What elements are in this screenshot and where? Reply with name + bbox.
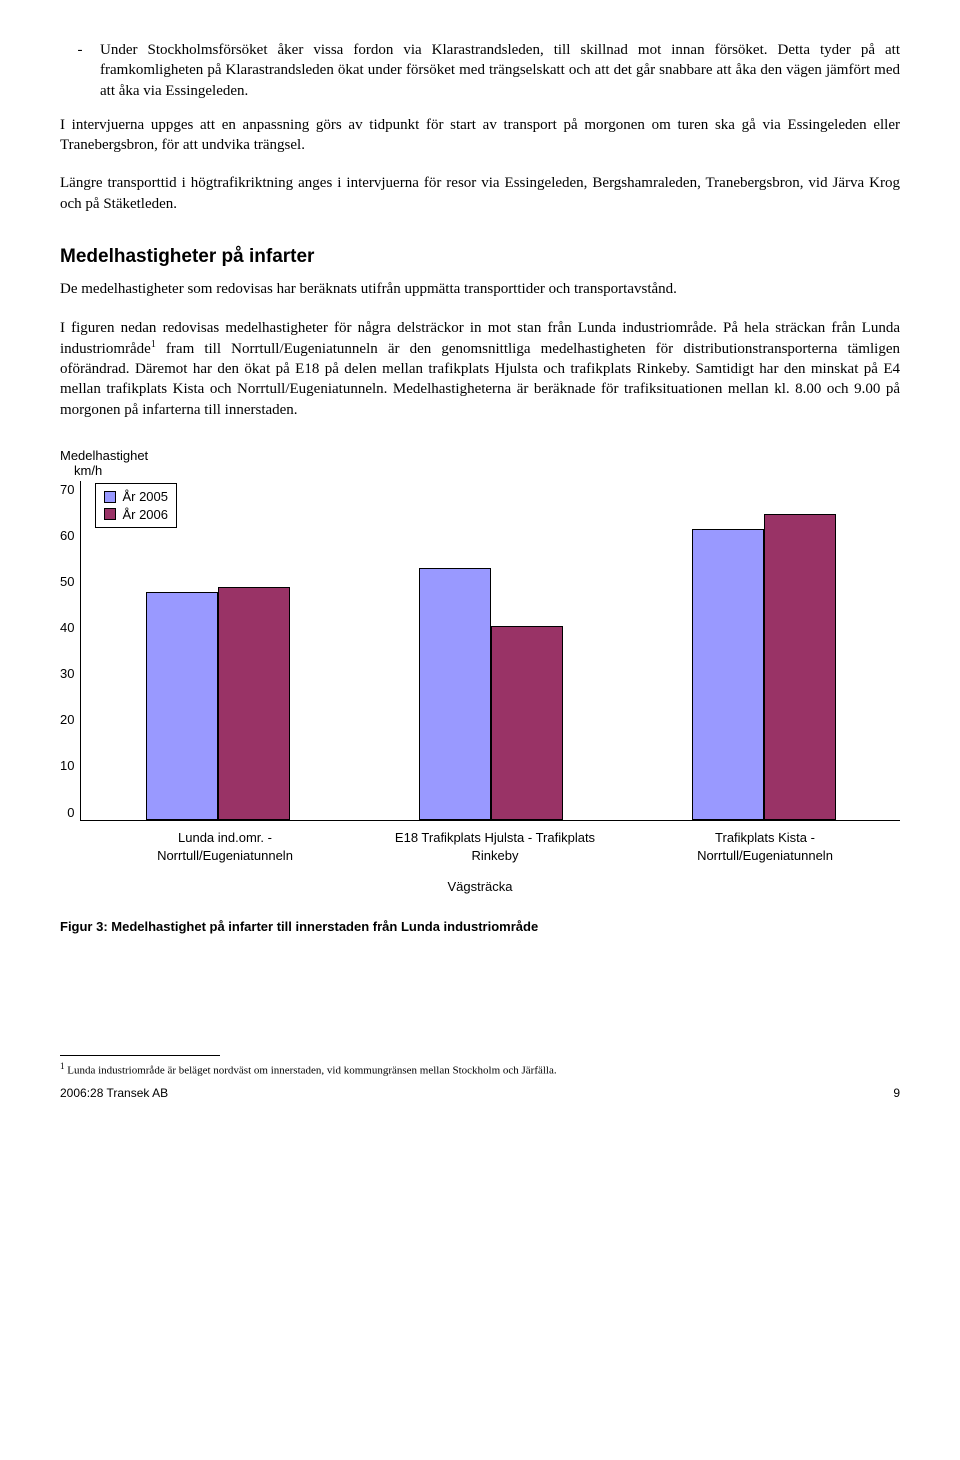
paragraph-1: I intervjuerna uppges att en anpassning … <box>60 115 900 156</box>
paragraph-2: Längre transporttid i högtrafikriktning … <box>60 173 900 214</box>
paragraph-3: De medelhastigheter som redovisas har be… <box>60 279 900 299</box>
y-axis-title: Medelhastighet km/h <box>60 448 900 479</box>
x-label: Trafikplats Kista - Norrtull/Eugeniatunn… <box>660 829 870 864</box>
paragraph-4b: fram till Norrtull/Eugeniatunneln är den… <box>60 341 900 418</box>
chart-container: Medelhastighet km/h 70 60 50 40 30 20 10 0 År 2… <box>60 448 900 896</box>
footnote-rule <box>60 1055 220 1056</box>
y-axis-title-line2: km/h <box>74 463 102 478</box>
y-tick: 50 <box>60 573 74 591</box>
footnote-text: Lunda industriområde är beläget nordväst… <box>65 1065 557 1077</box>
figure-caption: Figur 3: Medelhastighet på infarter till… <box>60 918 900 936</box>
y-tick: 20 <box>60 711 74 729</box>
bar-group <box>689 514 839 820</box>
y-tick: 10 <box>60 757 74 775</box>
chart-area: 70 60 50 40 30 20 10 0 År 2005 År 2006 <box>60 481 900 821</box>
bullet-text: Under Stockholmsförsöket åker vissa ford… <box>100 40 900 101</box>
bar-group <box>416 568 566 821</box>
bar <box>764 514 836 820</box>
footnote: 1 Lunda industriområde är beläget nordvä… <box>60 1060 900 1079</box>
chart-plot: År 2005 År 2006 <box>80 481 900 821</box>
y-tick: 0 <box>67 804 74 822</box>
bar <box>692 529 764 820</box>
x-axis-title: Vägsträcka <box>60 878 900 896</box>
bullet-dash: - <box>60 40 100 101</box>
bars-layer <box>81 481 900 820</box>
page-footer: 2006:28 Transek AB 9 <box>60 1085 900 1101</box>
x-label: E18 Trafikplats Hjulsta - Trafikplats Ri… <box>390 829 600 864</box>
paragraph-4: I figuren nedan redovisas medelhastighet… <box>60 318 900 420</box>
footer-left: 2006:28 Transek AB <box>60 1085 168 1101</box>
y-axis-title-line1: Medelhastighet <box>60 448 148 463</box>
x-label: Lunda ind.omr. - Norrtull/Eugeniatunneln <box>120 829 330 864</box>
bar <box>491 626 563 820</box>
y-tick: 70 <box>60 481 74 499</box>
y-tick: 30 <box>60 665 74 683</box>
footer-right: 9 <box>893 1085 900 1101</box>
section-heading: Medelhastigheter på infarter <box>60 244 900 270</box>
bar-group <box>143 587 293 820</box>
bar <box>146 592 218 820</box>
y-tick: 40 <box>60 619 74 637</box>
y-tick: 60 <box>60 527 74 545</box>
bar <box>218 587 290 820</box>
y-axis-ticks: 70 60 50 40 30 20 10 0 <box>60 481 80 821</box>
bullet-item: - Under Stockholmsförsöket åker vissa fo… <box>60 40 900 101</box>
bar <box>419 568 491 821</box>
x-axis-labels: Lunda ind.omr. - Norrtull/Eugeniatunneln… <box>90 829 900 864</box>
